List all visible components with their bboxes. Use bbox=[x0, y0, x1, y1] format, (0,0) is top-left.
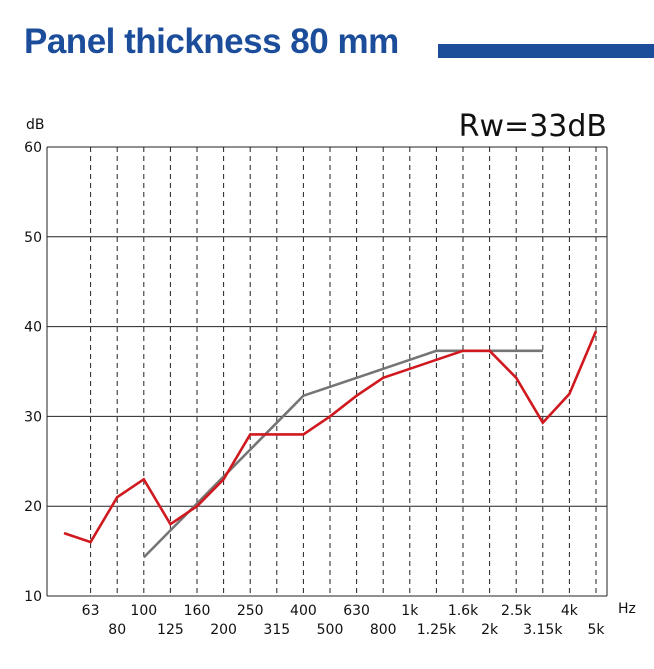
title-accent-bar bbox=[438, 44, 654, 58]
x-tick-label: 1k bbox=[401, 603, 419, 619]
x-tick-label: 315 bbox=[263, 622, 290, 638]
x-tick-label: 630 bbox=[343, 603, 370, 619]
x-tick-label: 1.25k bbox=[417, 622, 457, 638]
rw-annotation: Rw=33dB bbox=[459, 109, 607, 144]
x-tick-label: 4k bbox=[561, 603, 579, 619]
x-tick-label: 5k bbox=[587, 622, 605, 638]
series-line-reference bbox=[142, 349, 543, 559]
x-tick-label: 125 bbox=[157, 622, 184, 638]
x-tick-label: 250 bbox=[237, 603, 264, 619]
page-title: Panel thickness 80 mm bbox=[24, 22, 399, 61]
series-line-measured bbox=[63, 330, 598, 544]
x-tick-label: 500 bbox=[317, 622, 344, 638]
x-tick-label: 1.6k bbox=[448, 603, 479, 619]
y-axis-unit-label: dB bbox=[26, 117, 45, 133]
x-tick-label: 2k bbox=[481, 622, 499, 638]
x-tick-label: 200 bbox=[210, 622, 237, 638]
y-tick-label: 60 bbox=[24, 140, 42, 156]
y-tick-label: 50 bbox=[24, 230, 42, 246]
y-tick-label: 30 bbox=[24, 409, 42, 425]
x-tick-label: 80 bbox=[108, 622, 126, 638]
y-tick-label: 40 bbox=[24, 320, 42, 336]
x-tick-label: 63 bbox=[82, 603, 100, 619]
x-tick-label: 3.15k bbox=[523, 622, 563, 638]
x-tick-label: 400 bbox=[290, 603, 317, 619]
x-axis-unit-label: Hz bbox=[618, 601, 636, 617]
x-tick-label: 160 bbox=[184, 603, 211, 619]
x-tick-label: 800 bbox=[370, 622, 397, 638]
y-tick-label: 10 bbox=[24, 589, 42, 605]
x-tick-label: 100 bbox=[130, 603, 157, 619]
y-tick-label: 20 bbox=[24, 499, 42, 515]
x-tick-label: 2.5k bbox=[501, 603, 532, 619]
